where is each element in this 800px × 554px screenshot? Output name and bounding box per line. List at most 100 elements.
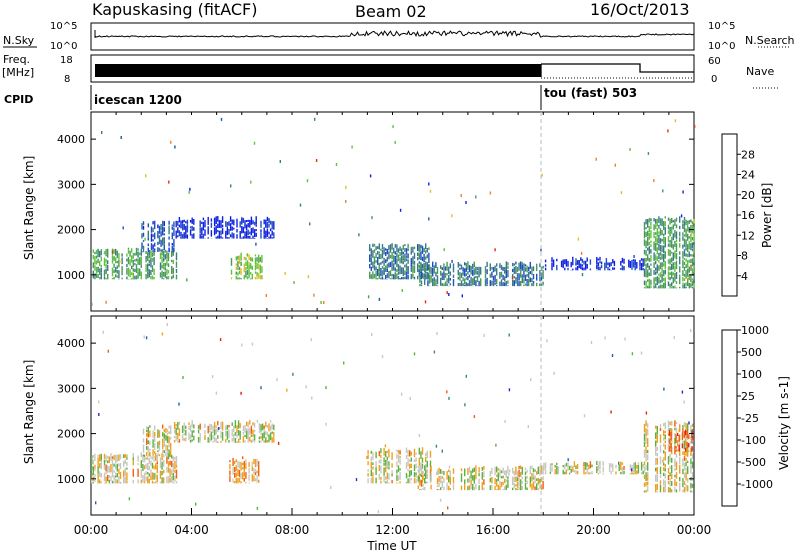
data-cell <box>494 478 496 485</box>
data-cell <box>148 465 150 471</box>
data-speck <box>647 152 650 155</box>
data-cell <box>674 420 676 427</box>
data-cell <box>108 475 110 478</box>
data-cell <box>370 450 372 454</box>
data-cell <box>97 454 99 457</box>
data-speck <box>313 293 315 297</box>
data-cell <box>687 466 689 475</box>
data-cell <box>448 266 450 274</box>
data-cell <box>605 258 608 266</box>
data-cell <box>679 276 681 285</box>
data-cell <box>682 244 684 249</box>
data-cell <box>158 225 161 234</box>
data-cell <box>111 255 114 264</box>
data-cell <box>137 479 139 484</box>
data-cell <box>496 482 498 487</box>
data-cell <box>507 479 509 488</box>
data-cell <box>410 470 412 476</box>
data-cell <box>691 423 694 427</box>
data-cell <box>668 430 671 436</box>
data-cell <box>212 440 214 443</box>
data-cell <box>226 237 229 239</box>
data-cell <box>669 287 671 289</box>
data-cell <box>220 230 222 236</box>
data-cell <box>667 456 670 465</box>
data-cell <box>659 284 662 289</box>
data-cell <box>682 451 684 455</box>
data-cell <box>667 259 670 264</box>
data-cell <box>137 248 139 251</box>
data-cell <box>385 248 387 251</box>
data-cell <box>449 278 451 281</box>
data-cell <box>475 266 477 275</box>
data-cell <box>460 485 463 491</box>
data-cell <box>271 437 273 443</box>
data-cell <box>685 435 687 440</box>
data-cell <box>667 230 670 234</box>
data-cell <box>147 434 149 438</box>
data-cell <box>648 258 650 262</box>
data-cell <box>643 249 646 255</box>
data-cell <box>183 428 185 432</box>
ytick-label: 2000 <box>57 224 85 237</box>
data-cell <box>161 461 163 470</box>
data-cell <box>173 221 175 228</box>
data-speck <box>186 278 188 282</box>
data-cell <box>163 244 165 250</box>
data-cell <box>174 460 176 470</box>
data-cell <box>655 425 657 429</box>
data-speck <box>693 124 696 128</box>
data-speck <box>508 388 511 392</box>
data-speck <box>546 339 548 343</box>
data-cell <box>410 457 412 462</box>
data-cell <box>409 478 411 484</box>
data-cell <box>378 254 380 259</box>
data-cell <box>221 228 224 235</box>
data-cell <box>422 487 424 491</box>
data-speck <box>241 343 243 347</box>
data-cell <box>259 275 261 280</box>
data-cell <box>266 432 269 437</box>
data-cell <box>193 219 195 225</box>
data-cell <box>260 440 262 443</box>
data-cell <box>678 444 680 452</box>
data-cell <box>656 446 658 451</box>
data-cell <box>440 487 442 491</box>
data-cell <box>674 250 676 259</box>
data-cell <box>168 449 170 457</box>
data-cell <box>163 237 165 245</box>
data-cell <box>258 479 260 483</box>
data-cell <box>663 479 665 486</box>
data-cell <box>164 267 166 271</box>
power-ylabel: Slant Range [km] <box>22 156 36 260</box>
data-cell <box>242 226 245 234</box>
data-cell <box>420 474 423 477</box>
data-cell <box>388 251 390 260</box>
data-cell <box>436 267 439 274</box>
data-cell <box>502 282 504 287</box>
data-cell <box>178 230 181 237</box>
data-cell <box>152 249 154 253</box>
data-cell <box>240 461 242 471</box>
data-cell <box>656 264 658 274</box>
data-cell <box>155 472 157 480</box>
data-cell <box>549 463 552 472</box>
data-cell <box>250 425 253 434</box>
data-cell <box>153 257 155 266</box>
data-cell <box>155 453 157 461</box>
data-cell <box>438 467 440 474</box>
data-cell <box>659 251 662 256</box>
data-cell <box>166 269 168 276</box>
data-cell <box>524 267 527 272</box>
data-cell <box>396 453 398 459</box>
data-cell <box>653 277 655 285</box>
data-cell <box>126 276 128 280</box>
data-cell <box>667 468 670 474</box>
data-cell <box>177 235 179 238</box>
data-cell <box>225 439 227 443</box>
data-cell <box>615 471 617 475</box>
data-cell <box>460 280 463 287</box>
data-cell <box>217 223 219 229</box>
data-cell <box>175 481 178 484</box>
data-cell <box>684 438 687 446</box>
